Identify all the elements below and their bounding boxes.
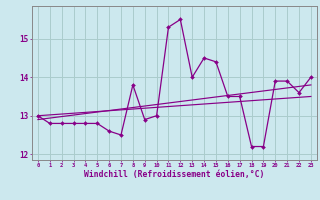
X-axis label: Windchill (Refroidissement éolien,°C): Windchill (Refroidissement éolien,°C)	[84, 170, 265, 179]
